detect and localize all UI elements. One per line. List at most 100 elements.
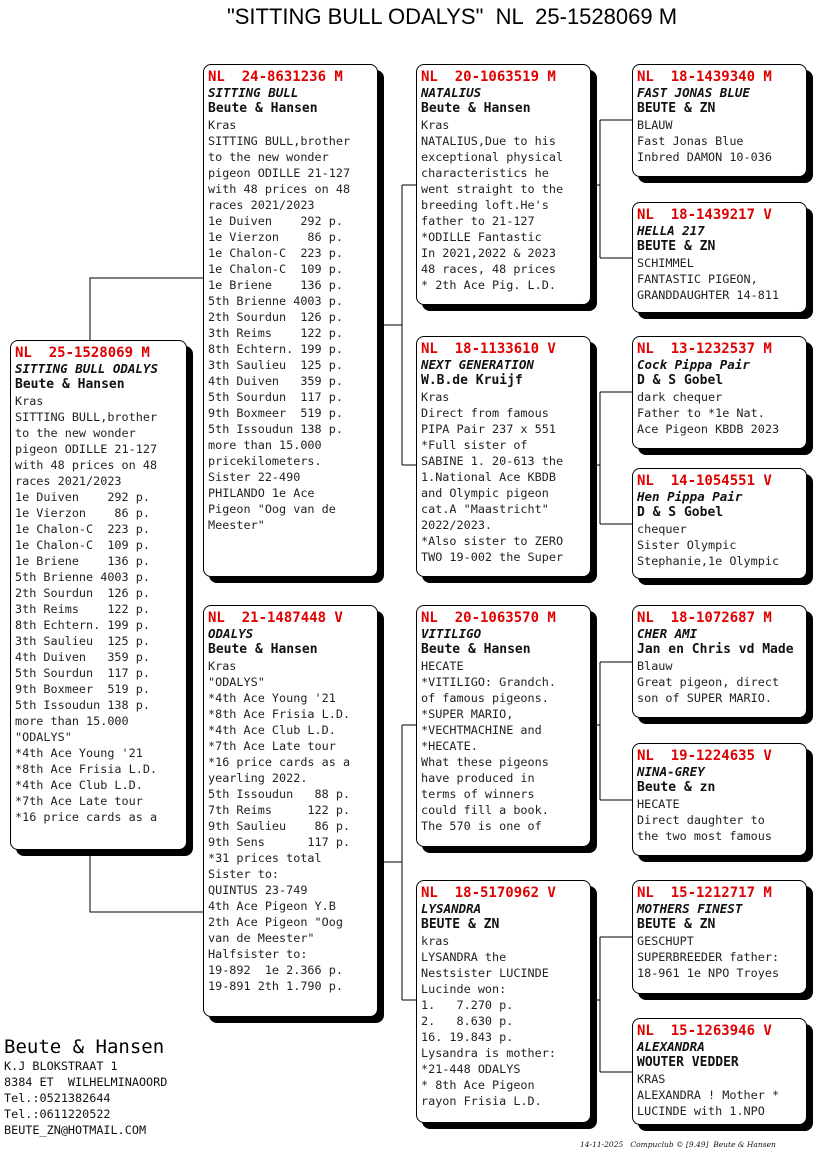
description-line: 1e Chalon-C 109 p. bbox=[208, 262, 343, 276]
pigeon-name: CHER AMI bbox=[637, 626, 698, 641]
description-line: Sister 22-490 bbox=[208, 470, 301, 484]
pigeon-card-sire: NL 24-8631236 M SITTING BULL Beute & Hanse… bbox=[203, 64, 378, 577]
description-line: Father to *1e Nat. bbox=[637, 406, 765, 420]
description-line: Sister to: bbox=[208, 867, 280, 881]
description-line: characteristics he bbox=[421, 166, 549, 180]
description-line: more than 15.000 bbox=[208, 438, 322, 452]
description-line: Direct from famous bbox=[421, 406, 549, 420]
description-line: 19-891 2th 1.790 p. bbox=[208, 979, 343, 993]
description-line: van de Meester" bbox=[208, 931, 315, 945]
description-line: 1e Briene 136 p. bbox=[208, 278, 343, 292]
description-line: 5th Sourdun 117 p. bbox=[15, 666, 150, 680]
breeder: Beute & zn bbox=[637, 780, 716, 795]
breeder: D & S Gobel bbox=[637, 505, 724, 520]
description-line: TWO 19-002 the Super bbox=[421, 550, 564, 564]
ring-number: NL 18-5170962 V bbox=[421, 885, 556, 901]
description-line: 1e Chalon-C 223 p. bbox=[208, 246, 343, 260]
description-line: 2th Ace Pigeon "Oog bbox=[208, 915, 343, 929]
owner-line: BEUTE_ZN@HOTMAIL.COM bbox=[4, 1123, 147, 1137]
description-line: *4th Ace Young '21 bbox=[208, 691, 336, 705]
description-line: *SUPER MARIO, bbox=[421, 707, 514, 721]
description-line: 1e Briene 136 p. bbox=[15, 554, 150, 568]
description-line: could fill a book. bbox=[421, 803, 549, 817]
description-line: *7th Ace Late tour bbox=[15, 794, 143, 808]
description-line: races 2021/2023 bbox=[15, 474, 122, 488]
pigeon-name: MOTHERS FINEST bbox=[637, 901, 743, 916]
description-line: 9th Sens 117 p. bbox=[208, 835, 351, 849]
description-line: 1.National Ace KBDB bbox=[421, 470, 556, 484]
ring-number: NL 15-1263946 V bbox=[637, 1023, 772, 1039]
description-line: *7th Ace Late tour bbox=[208, 739, 336, 753]
breeder: D & S Gobel bbox=[637, 373, 724, 388]
description-line: PIPA Pair 237 x 551 bbox=[421, 422, 556, 436]
description-line: FANTASTIC PIGEON, bbox=[637, 272, 758, 286]
description-line: with 48 prices on 48 bbox=[208, 182, 351, 196]
description-line: 18-961 1e NPO Troyes bbox=[637, 966, 780, 980]
description-line: *4th Ace Club L.D. bbox=[15, 778, 143, 792]
description-line: In 2021,2022 & 2023 bbox=[421, 246, 556, 260]
pigeon-color: GESCHUPT bbox=[637, 934, 694, 948]
connector-g3b bbox=[590, 391, 632, 525]
description-line: 2022/2023. bbox=[421, 518, 493, 532]
description-line: 9th Saulieu 86 p. bbox=[208, 819, 351, 833]
ring-number: NL 14-1054551 V bbox=[637, 473, 772, 489]
footer: 14-11-2025 Compuclub © [9.49] Beute & Ha… bbox=[580, 1140, 776, 1149]
description-line: 1e Duiven 292 p. bbox=[208, 214, 343, 228]
description-line: Lucinde won: bbox=[421, 982, 507, 996]
description-line: QUINTUS 23-749 bbox=[208, 883, 308, 897]
pigeon-name: SITTING BULL ODALYS bbox=[15, 361, 158, 376]
owner-name: Beute & Hansen bbox=[4, 1036, 165, 1058]
description-line: 1e Duiven 292 p. bbox=[15, 490, 150, 504]
description-line: 2th Sourdun 126 p. bbox=[208, 310, 343, 324]
pigeon-name: Hen Pippa Pair bbox=[637, 489, 743, 504]
description-line: SITTING BULL,brother bbox=[15, 410, 158, 424]
pigeon-name: SITTING BULL bbox=[208, 85, 299, 100]
description-line: went straight to the bbox=[421, 182, 564, 196]
pigeon-color: dark chequer bbox=[637, 390, 723, 404]
pigeon-card-ds-sire: NL 18-1072687 M CHER AMI Jan en Chris vd M… bbox=[632, 605, 807, 718]
description-line: *Full sister of bbox=[421, 438, 528, 452]
description-line: 5th Brienne 4003 p. bbox=[15, 570, 150, 584]
description-line: *HECATE. bbox=[421, 739, 478, 753]
description-line: *ODILLE Fantastic bbox=[421, 230, 542, 244]
pigeon-card-dam: NL 21-1487448 V ODALYS Beute & Hansen Kras "… bbox=[203, 605, 378, 1017]
pigeon-card-dd-sire: NL 15-1212717 M MOTHERS FINEST BEUTE & ZN G… bbox=[632, 880, 807, 994]
connector-g3d bbox=[590, 936, 632, 1073]
pigeon-name: Cock Pippa Pair bbox=[637, 357, 750, 372]
description-line: 7th Reims 122 p. bbox=[208, 803, 351, 817]
description-line: *8th Ace Frisia L.D. bbox=[15, 762, 158, 776]
description-line: Fast Jonas Blue bbox=[637, 134, 744, 148]
description-line: LYSANDRA the bbox=[421, 950, 507, 964]
ring-number: NL 24-8631236 M bbox=[208, 69, 343, 85]
pigeon-name: ALEXANDRA bbox=[637, 1039, 705, 1054]
description-line: PHILANDO 1e Ace bbox=[208, 486, 315, 500]
description-line: Direct daughter to bbox=[637, 813, 765, 827]
description-line: 16. 19.843 p. bbox=[421, 1030, 514, 1044]
description-line: 3th Saulieu 125 p. bbox=[15, 634, 150, 648]
description-line: breeding loft.He's bbox=[421, 198, 549, 212]
description-line: *16 price cards as a bbox=[208, 755, 351, 769]
owner-line: K.J BLOKSTRAAT 1 bbox=[4, 1059, 118, 1073]
ring-number: NL 21-1487448 V bbox=[208, 610, 343, 626]
owner-line: 8384 ET WILHELMINAOORD bbox=[4, 1075, 168, 1089]
breeder: BEUTE & ZN bbox=[637, 239, 716, 254]
description-line: more than 15.000 bbox=[15, 714, 129, 728]
description-line: rayon Frisia L.D. bbox=[421, 1094, 542, 1108]
owner-line: Tel.:0611220522 bbox=[4, 1107, 111, 1121]
description-line: Stephanie,1e Olympic bbox=[637, 554, 780, 568]
description-line: Lysandra is mother: bbox=[421, 1046, 556, 1060]
ring-number: NL 18-1072687 M bbox=[637, 610, 772, 626]
description-line: pigeon ODILLE 21-127 bbox=[15, 442, 158, 456]
pigeon-name: VITILIGO bbox=[421, 626, 482, 641]
pigeon-color: Kras bbox=[208, 118, 237, 132]
description-line: What these pigeons bbox=[421, 755, 549, 769]
description-line: *21-448 ODALYS bbox=[421, 1062, 521, 1076]
pigeon-name: HELLA 217 bbox=[637, 223, 705, 238]
description-line: * 8th Ace Pigeon bbox=[421, 1078, 535, 1092]
breeder: Beute & Hansen bbox=[208, 101, 318, 116]
pigeon-card-dam-dam: NL 18-5170962 V LYSANDRA BEUTE & ZN kras LYS… bbox=[416, 880, 591, 1123]
breeder: Beute & Hansen bbox=[421, 101, 531, 116]
pigeon-card-dd-dam: NL 15-1263946 V ALEXANDRA WOUTER VEDDER KRA… bbox=[632, 1018, 807, 1125]
description-line: cat.A "Maastricht" bbox=[421, 502, 549, 516]
